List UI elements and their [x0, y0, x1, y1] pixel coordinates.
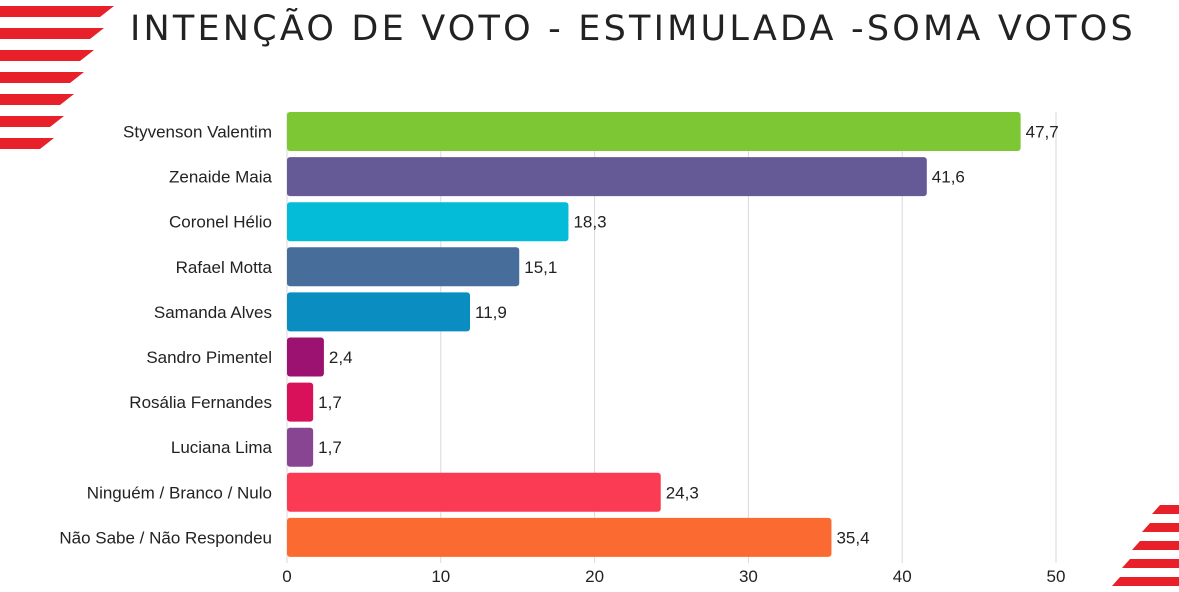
bars	[287, 112, 1021, 557]
bar	[287, 202, 569, 242]
red-stripe	[0, 72, 84, 83]
red-stripe	[0, 50, 94, 61]
bar	[287, 292, 471, 332]
value-label: 15,1	[524, 258, 557, 277]
red-stripe	[1142, 523, 1179, 532]
red-stripe	[0, 28, 104, 39]
red-stripe	[0, 138, 54, 149]
x-tick-label: 40	[893, 567, 912, 586]
red-stripe	[1122, 559, 1179, 568]
value-label: 41,6	[932, 168, 965, 187]
value-label: 35,4	[836, 528, 869, 547]
category-label: Ninguém / Branco / Nulo	[87, 483, 272, 502]
value-labels: 47,7 41,6 18,3 15,1 11,9 2,4 1,7 1,7 24,3 35,4	[318, 123, 1059, 548]
category-label: Rafael Motta	[176, 258, 273, 277]
value-label: 2,4	[329, 348, 353, 367]
red-stripe	[1132, 541, 1179, 550]
bar	[287, 472, 661, 512]
value-label: 1,7	[318, 393, 342, 412]
category-labels: Styvenson Valentim Zenaide Maia Coronel Hé…	[59, 123, 272, 548]
category-label: Zenaide Maia	[169, 168, 273, 187]
value-label: 11,9	[475, 303, 507, 322]
red-stripe	[0, 94, 74, 105]
category-label: Luciana Lima	[171, 438, 273, 457]
category-label: Samanda Alves	[154, 303, 272, 322]
x-axis-tick-labels: 0 10 20 30 40 50	[282, 567, 1065, 586]
value-label: 1,7	[318, 438, 342, 457]
red-stripes-decoration-right	[1112, 505, 1179, 586]
category-label: Sandro Pimentel	[146, 348, 272, 367]
chart-title: INTENÇÃO DE VOTO - ESTIMULADA -SOMA VOTO…	[130, 9, 1136, 49]
bar	[287, 382, 314, 422]
red-stripe	[1112, 577, 1179, 586]
red-stripe	[1152, 505, 1179, 514]
red-stripe	[0, 6, 114, 17]
x-tick-label: 10	[431, 567, 450, 586]
x-tick-label: 50	[1047, 567, 1066, 586]
bar	[287, 517, 832, 557]
bar	[287, 427, 314, 467]
x-tick-label: 20	[585, 567, 604, 586]
bar	[287, 157, 927, 197]
x-tick-label: 0	[282, 567, 291, 586]
category-label: Styvenson Valentim	[123, 123, 272, 142]
red-stripe	[0, 116, 64, 127]
value-label: 24,3	[666, 483, 699, 502]
value-label: 18,3	[573, 213, 606, 232]
bar	[287, 337, 324, 377]
bar-chart: Styvenson Valentim Zenaide Maia Coronel Hé…	[59, 112, 1065, 586]
value-label: 47,7	[1026, 123, 1059, 142]
bar	[287, 112, 1021, 151]
category-label: Não Sabe / Não Respondeu	[59, 528, 272, 547]
category-label: Coronel Hélio	[169, 213, 272, 232]
category-label: Rosália Fernandes	[129, 393, 272, 412]
bar	[287, 247, 520, 287]
red-stripes-decoration-left	[0, 6, 114, 149]
x-tick-label: 30	[739, 567, 758, 586]
